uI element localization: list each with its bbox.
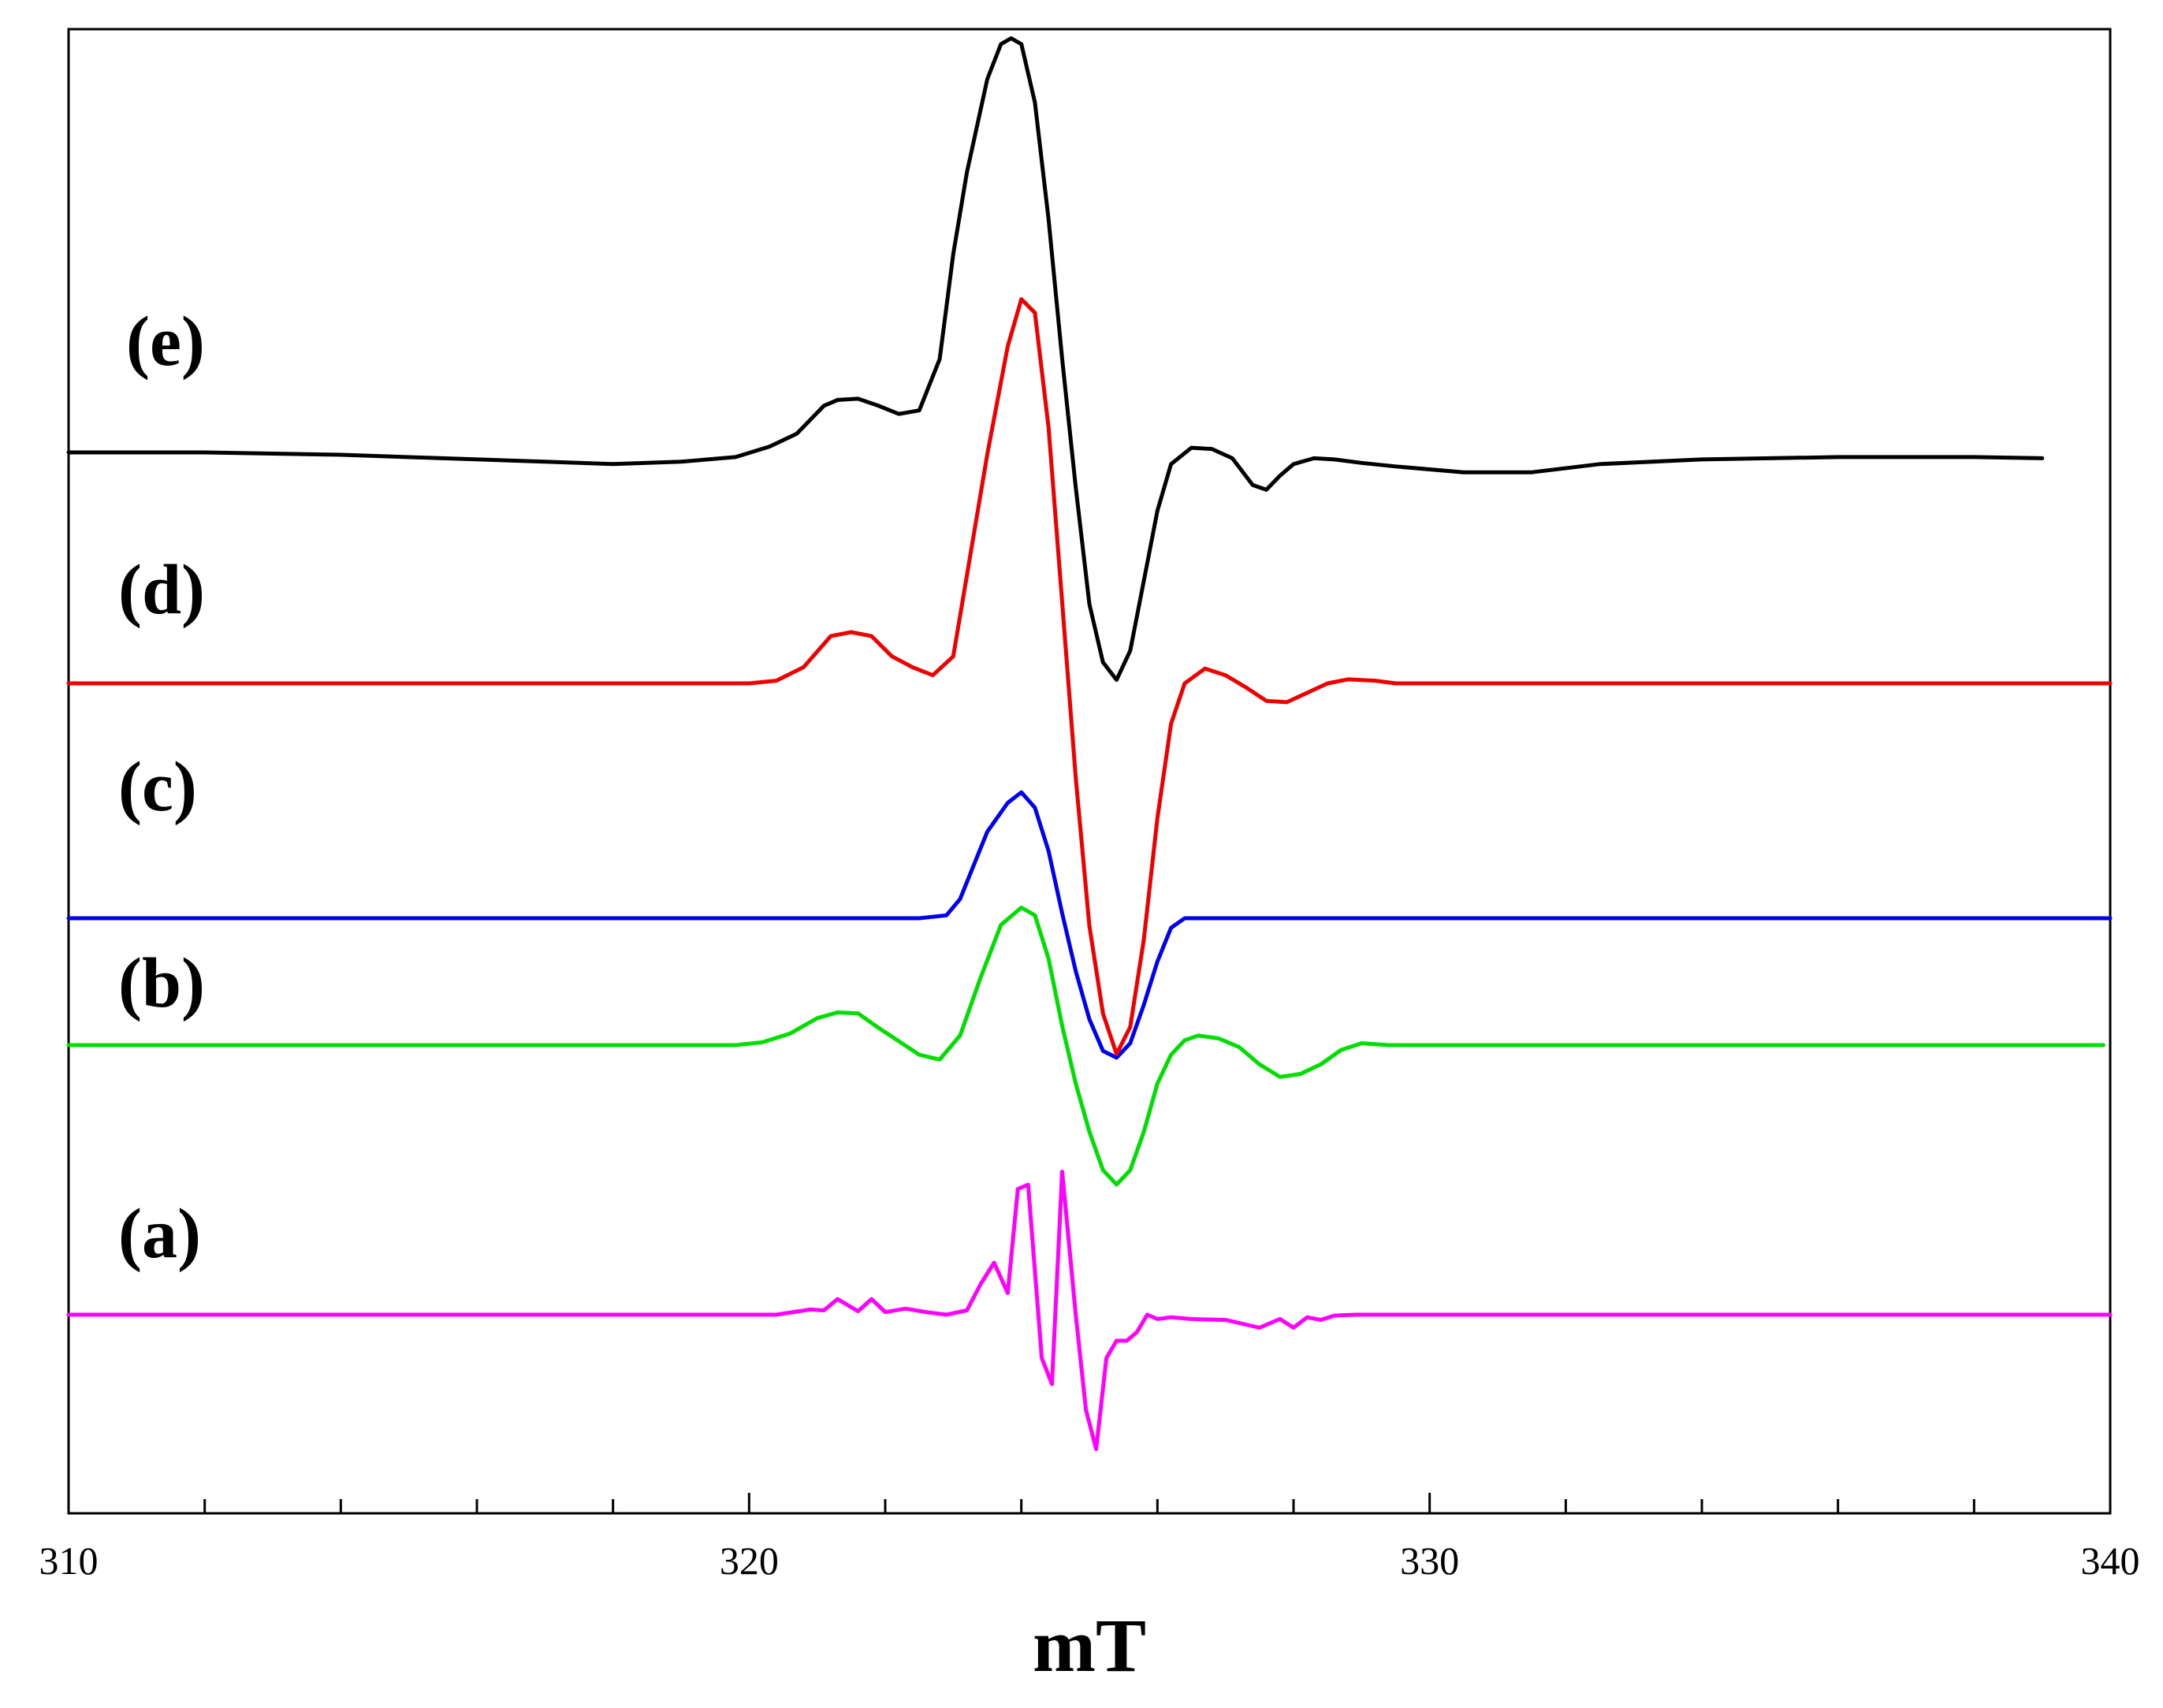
series-line: [66, 906, 2105, 1187]
x-axis-ticks: [67, 1493, 2112, 1513]
series-line: [66, 1170, 2113, 1451]
series-layer: [66, 36, 2113, 1451]
x-tick-label: 310: [39, 1539, 99, 1583]
series-label: (c): [118, 748, 197, 826]
series-label: (b): [118, 944, 205, 1022]
series-labels: (a) (b) (c) (d) (e): [118, 303, 205, 1273]
series-label: (e): [126, 303, 205, 381]
series-line: [66, 36, 2045, 683]
x-tick-label: 320: [720, 1539, 779, 1583]
x-tick-label: 340: [2081, 1539, 2140, 1583]
series-label: (d): [118, 551, 205, 629]
series-line: [66, 790, 2113, 1060]
x-axis-tick-labels: 310 320 330 340: [39, 1539, 2140, 1583]
series-label: (a): [118, 1195, 201, 1273]
series-line: [66, 297, 2113, 1056]
x-tick-label: 330: [1400, 1539, 1459, 1583]
x-axis-title: mT: [1033, 1603, 1146, 1688]
plot-frame: [67, 28, 2112, 1515]
